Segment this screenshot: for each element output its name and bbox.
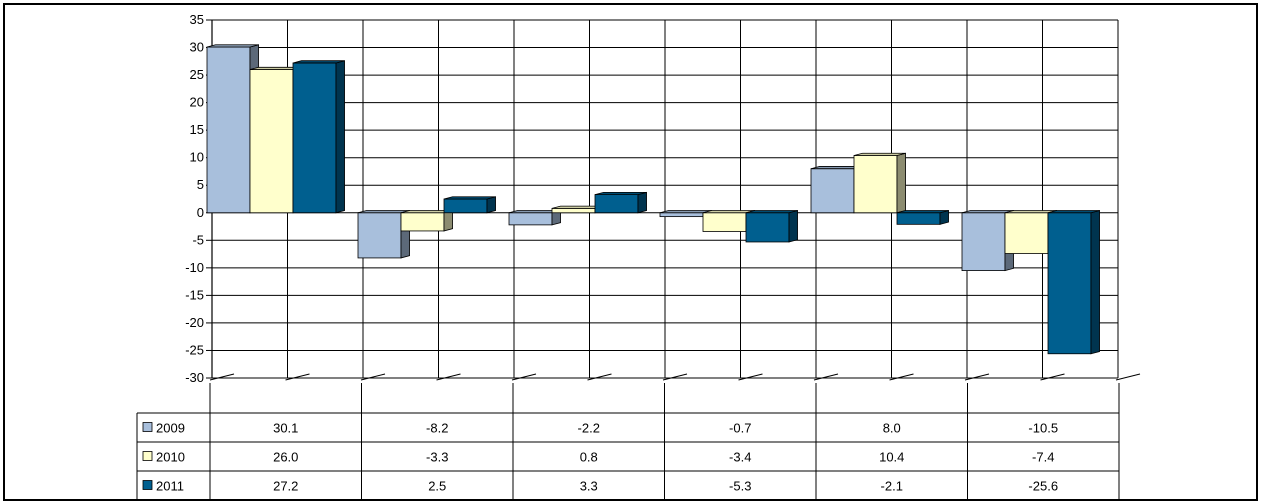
floor-tick <box>360 373 386 381</box>
table-cell: -8.2 <box>426 421 448 436</box>
legend-label: 2011 <box>156 479 184 494</box>
floor-tick <box>587 373 612 381</box>
legend-swatch-2010 <box>142 451 153 461</box>
table-cell: -3.3 <box>426 450 448 465</box>
table-cell: 8.0 <box>883 421 901 436</box>
bar-top-2009 <box>206 44 259 48</box>
bar-2010 <box>249 69 294 214</box>
y-tick-label: -5 <box>192 232 204 247</box>
y-tick-label: 20 <box>190 95 204 110</box>
bar-2011 <box>896 212 941 225</box>
floor-tick <box>436 373 461 381</box>
y-tick-label: -30 <box>185 370 204 385</box>
table-cell: -10.5 <box>1028 421 1058 436</box>
bar-2010 <box>853 155 898 214</box>
bar-side-2010 <box>443 210 453 232</box>
legend-label: 2010 <box>156 450 185 465</box>
y-tick-label: 10 <box>190 150 204 165</box>
table-cell: 26.0 <box>273 450 298 465</box>
floor-tick <box>738 373 763 381</box>
floor-tick <box>964 373 990 381</box>
table-cell: -5.3 <box>729 479 751 494</box>
table-cell: -7.4 <box>1032 450 1054 465</box>
bar-side-2011 <box>637 191 647 214</box>
table-cell: -2.2 <box>578 421 600 436</box>
y-tick-label: 35 <box>190 12 204 27</box>
y-tick-label: -10 <box>185 260 204 275</box>
table-cell: 3.3 <box>580 479 598 494</box>
bar-top-2011 <box>1047 210 1100 214</box>
bar-side-2011 <box>335 60 345 214</box>
y-tick-label: 25 <box>190 67 204 82</box>
y-tick-label: -20 <box>185 315 204 330</box>
bar-2009 <box>961 212 1006 271</box>
bar-2010 <box>1004 212 1049 254</box>
floor-tick <box>209 373 235 381</box>
bar-2009 <box>659 212 704 218</box>
floor-tick <box>1040 373 1065 381</box>
y-tick-label: 30 <box>190 40 204 55</box>
bar-2010 <box>400 212 445 232</box>
bar-top-2011 <box>443 196 496 200</box>
bar-top-2011 <box>745 210 798 214</box>
legend-swatch-2011 <box>142 480 153 490</box>
y-tick-label: 5 <box>197 177 204 192</box>
floor-tick <box>889 373 914 381</box>
bar-2011 <box>594 194 639 214</box>
bar-side-2010 <box>896 152 906 214</box>
table-cell: -0.7 <box>729 421 751 436</box>
y-tick-label: -25 <box>185 342 204 357</box>
bar-2009 <box>508 212 553 226</box>
table-cell: 10.4 <box>879 450 904 465</box>
bar-top-2010 <box>853 152 906 156</box>
bar-2011 <box>292 62 337 214</box>
floor-tick <box>1115 373 1141 381</box>
table-cell: 2.5 <box>428 479 446 494</box>
table-cell: 0.8 <box>580 450 598 465</box>
table-cell: 30.1 <box>273 421 298 436</box>
bar-side-2011 <box>788 210 798 243</box>
bar-2011 <box>745 212 790 243</box>
table-cell: 27.2 <box>273 479 298 494</box>
bar-2010 <box>702 212 747 232</box>
y-tick-label: 15 <box>190 122 204 137</box>
floor-tick <box>511 373 537 381</box>
bar-2011 <box>1047 212 1092 355</box>
bar-top-2011 <box>292 60 345 64</box>
floor-tick <box>285 373 310 381</box>
table-cell: -3.4 <box>729 450 751 465</box>
bar-2009 <box>810 168 855 214</box>
table-cell: -25.6 <box>1028 479 1058 494</box>
floor-tick <box>662 373 688 381</box>
bar-side-2011 <box>486 196 496 214</box>
y-tick-label: -15 <box>185 287 204 302</box>
bar-2010 <box>551 207 596 214</box>
bar-side-2011 <box>1090 210 1100 355</box>
y-tick-label: 0 <box>197 205 204 220</box>
bar-2011 <box>443 198 488 214</box>
legend-label: 2009 <box>156 421 185 436</box>
table-cell: -2.1 <box>881 479 903 494</box>
bar-2009 <box>206 46 251 214</box>
floor-tick <box>813 373 839 381</box>
bar-top-2011 <box>594 191 647 195</box>
legend-swatch-2009 <box>142 422 153 432</box>
bar-top-2011 <box>896 210 949 214</box>
bar-2009 <box>357 212 402 259</box>
